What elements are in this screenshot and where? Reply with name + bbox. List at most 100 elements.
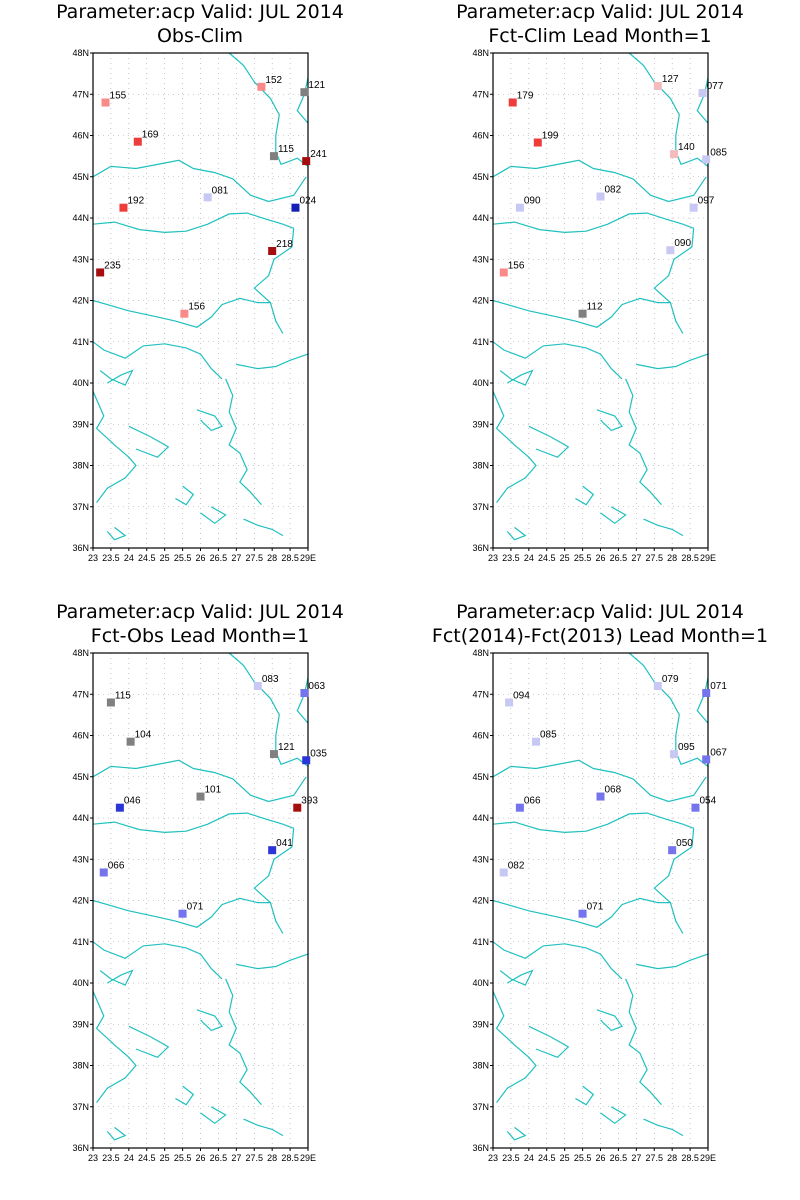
- lon-tick-label: 24: [524, 1153, 534, 1163]
- station-value-label: 063: [308, 681, 325, 692]
- coastline: [253, 828, 295, 934]
- coastline: [492, 297, 671, 328]
- lat-tick-label: 48N: [472, 48, 489, 58]
- lat-tick-label: 42N: [472, 296, 489, 306]
- lat-tick-label: 42N: [72, 896, 89, 906]
- station-value-label: 085: [540, 730, 557, 741]
- station-value-label: 068: [605, 785, 622, 796]
- station-value-label: 104: [135, 730, 152, 741]
- station-marker: [99, 868, 108, 877]
- station-value-label: 218: [276, 239, 293, 250]
- lat-tick-label: 39N: [472, 419, 489, 429]
- lat-tick-label: 44N: [472, 213, 489, 223]
- lon-tick-label: 26.5: [610, 553, 628, 563]
- lon-tick-label: 23: [88, 553, 98, 563]
- lon-tick-label: 23: [488, 553, 498, 563]
- coastline: [92, 759, 307, 803]
- station-value-label: 035: [310, 748, 327, 759]
- coastline: [92, 212, 294, 234]
- coastline: [528, 1025, 570, 1058]
- lat-tick-label: 38N: [72, 1061, 89, 1071]
- station-marker: [293, 803, 302, 812]
- coastline: [228, 52, 309, 167]
- lon-tick-label: 26.5: [210, 1153, 228, 1163]
- lat-tick-label: 39N: [72, 419, 89, 429]
- coastline: [228, 652, 309, 767]
- coastline: [225, 378, 262, 506]
- lat-tick-label: 44N: [72, 813, 89, 823]
- station-marker: [666, 246, 675, 255]
- station-value-label: 095: [678, 742, 695, 753]
- station-value-label: 097: [698, 196, 715, 207]
- coastline: [628, 52, 709, 167]
- coastline: [575, 485, 595, 506]
- station-marker: [669, 750, 678, 759]
- station-marker: [698, 89, 707, 98]
- lat-tick-label: 48N: [72, 48, 89, 58]
- station-marker: [302, 756, 311, 765]
- coastline: [628, 652, 709, 767]
- lat-tick-label: 38N: [472, 461, 489, 471]
- coastline: [492, 212, 694, 234]
- station-marker: [101, 98, 110, 107]
- coastline: [196, 409, 223, 432]
- station-value-label: 082: [605, 185, 622, 196]
- map-panel: Parameter:acp Valid: JUL 2014Fct(2014)-F…: [432, 601, 768, 1163]
- station-marker: [505, 698, 514, 707]
- station-marker: [203, 193, 212, 202]
- station-marker: [253, 682, 262, 690]
- station-marker: [96, 268, 105, 277]
- station-value-label: 115: [115, 691, 131, 702]
- station-value-label: 082: [508, 860, 525, 871]
- lon-tick-label: 26.5: [210, 553, 228, 563]
- lon-tick-label: 25.5: [574, 553, 592, 563]
- station-value-label: 066: [108, 860, 125, 871]
- lon-tick-label: 24.5: [138, 553, 156, 563]
- lon-tick-label: 27.5: [245, 553, 263, 563]
- lat-tick-label: 37N: [72, 1102, 89, 1112]
- lat-tick-label: 36N: [472, 1143, 489, 1153]
- station-value-label: 071: [587, 902, 604, 913]
- lon-tick-label: 24: [124, 553, 134, 563]
- station-value-label: 121: [308, 80, 325, 91]
- coastline: [528, 425, 570, 458]
- panel-subtitle: Fct-Clim Lead Month=1: [488, 25, 711, 47]
- lat-tick-label: 48N: [472, 648, 489, 658]
- lat-tick-label: 46N: [72, 131, 89, 141]
- coastline: [92, 812, 294, 834]
- coastline: [636, 353, 709, 370]
- station-marker: [533, 138, 542, 147]
- lat-tick-label: 46N: [472, 731, 489, 741]
- coastline: [92, 941, 223, 980]
- lat-tick-label: 41N: [472, 337, 489, 347]
- coastline: [175, 1085, 195, 1106]
- lat-tick-label: 45N: [72, 172, 89, 182]
- lat-tick-label: 42N: [472, 896, 489, 906]
- coastline: [596, 1009, 623, 1032]
- lat-tick-label: 46N: [472, 131, 489, 141]
- coastline: [575, 1085, 595, 1106]
- coastline: [492, 941, 623, 980]
- lon-tick-label: 29E: [700, 553, 716, 563]
- station-value-label: 054: [699, 796, 716, 807]
- lon-tick-label: 29E: [300, 1153, 316, 1163]
- lon-tick-label: 28: [667, 553, 677, 563]
- station-marker: [702, 755, 711, 764]
- lat-tick-label: 40N: [472, 978, 489, 988]
- lon-tick-label: 25: [560, 1153, 570, 1163]
- station-marker: [499, 868, 508, 877]
- lat-tick-label: 40N: [72, 978, 89, 988]
- station-value-label: 140: [678, 142, 695, 153]
- station-value-label: 152: [265, 75, 282, 86]
- lat-tick-label: 40N: [72, 378, 89, 388]
- lon-tick-label: 26: [595, 1153, 605, 1163]
- lon-tick-label: 23.5: [502, 553, 520, 563]
- lon-tick-label: 23.5: [102, 553, 120, 563]
- coastline: [696, 677, 709, 724]
- coastline: [492, 341, 623, 380]
- station-value-label: 024: [299, 196, 316, 207]
- lat-tick-label: 39N: [72, 1019, 89, 1029]
- station-value-label: 071: [187, 902, 204, 913]
